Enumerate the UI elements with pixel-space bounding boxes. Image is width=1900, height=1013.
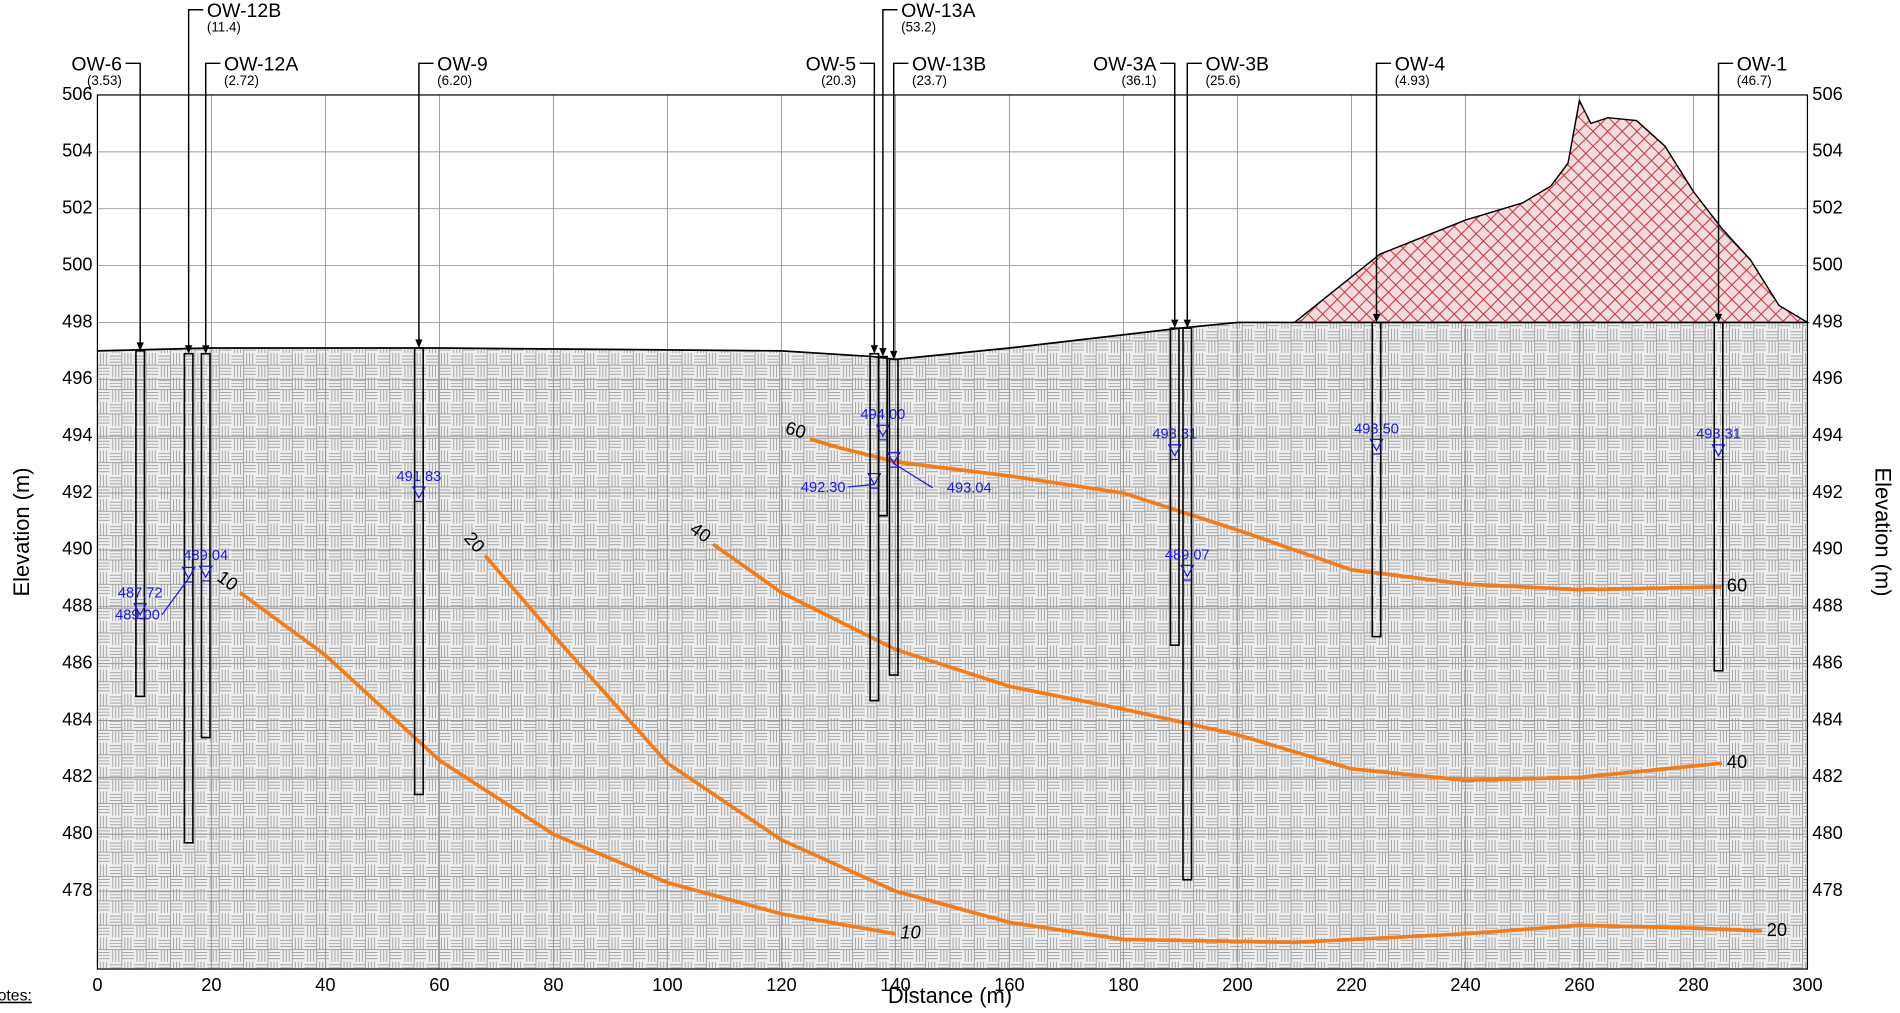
x-tick-label: 160: [994, 974, 1024, 995]
y-tick-label: 492: [62, 481, 92, 502]
y-tick-label: 498: [62, 310, 92, 331]
well-reading: (6.20): [437, 73, 472, 88]
x-tick-label: 100: [652, 974, 682, 995]
contour-label: 10: [900, 922, 920, 943]
y-tick-label: 494: [62, 424, 92, 445]
water-level-label: 487.72: [118, 586, 163, 602]
x-tick-label: 300: [1792, 974, 1822, 995]
well-reading: (20.3): [821, 73, 856, 88]
well-reading: (4.93): [1395, 73, 1430, 88]
well-reading: (3.53): [87, 73, 122, 88]
y-tick-label: 500: [62, 253, 92, 274]
y-tick-label: 490: [62, 538, 92, 559]
y2-tick-label: 488: [1812, 595, 1842, 616]
well-reading: (2.72): [224, 73, 259, 88]
water-level-label: 492.30: [801, 480, 846, 496]
y-tick-label: 478: [62, 879, 92, 900]
y-tick-label: 502: [62, 197, 92, 218]
x-tick-label: 180: [1108, 974, 1138, 995]
water-level-label: 493.04: [947, 481, 992, 497]
y2-tick-label: 484: [1812, 708, 1842, 729]
y-axis-title: Elevation (m): [9, 467, 34, 596]
water-level-label: 489.07: [1165, 547, 1210, 563]
water-level-label: 493.31: [1696, 427, 1741, 443]
x-tick-label: 40: [315, 974, 335, 995]
x-tick-label: 260: [1564, 974, 1594, 995]
x-tick-label: 280: [1678, 974, 1708, 995]
well-reading: (23.7): [912, 73, 947, 88]
y2-axis-title: Elevation (m): [1871, 467, 1896, 596]
y2-tick-label: 492: [1812, 481, 1842, 502]
y2-tick-label: 500: [1812, 253, 1842, 274]
y2-tick-label: 486: [1812, 651, 1842, 672]
x-tick-label: 120: [766, 974, 796, 995]
y2-tick-label: 490: [1812, 538, 1842, 559]
y2-tick-label: 498: [1812, 310, 1842, 331]
water-level-label: 489.00: [115, 608, 160, 624]
contour-label: 20: [1767, 919, 1787, 940]
x-tick-label: 200: [1222, 974, 1252, 995]
y-tick-label: 504: [62, 140, 92, 161]
water-level-label: 493.31: [1152, 427, 1197, 443]
contour-label: 40: [1727, 751, 1747, 772]
ground-fill: [97, 322, 1807, 969]
x-tick-label: 0: [92, 974, 102, 995]
water-level-label: 489.04: [183, 548, 228, 564]
y-tick-label: 484: [62, 708, 92, 729]
x-tick-label: 240: [1450, 974, 1480, 995]
y2-tick-label: 494: [1812, 424, 1842, 445]
y-tick-label: 496: [62, 367, 92, 388]
contour-label: 60: [1727, 575, 1747, 596]
page: {"chart_data": { "type": "cross-section"…: [0, 0, 1900, 1008]
y2-tick-label: 504: [1812, 140, 1842, 161]
y2-tick-label: 496: [1812, 367, 1842, 388]
y2-tick-label: 506: [1812, 83, 1842, 104]
x-tick-label: 80: [543, 974, 563, 995]
y-tick-label: 488: [62, 595, 92, 616]
y2-tick-label: 482: [1812, 765, 1842, 786]
y-tick-label: 486: [62, 651, 92, 672]
y2-tick-label: 502: [1812, 197, 1842, 218]
y-tick-label: 480: [62, 822, 92, 843]
chart: Distance (m) Elevation (m) Elevation (m)…: [0, 0, 1900, 1008]
y2-tick-label: 478: [1812, 879, 1842, 900]
well-reading: (11.4): [207, 20, 241, 35]
notes-title: otes:: [0, 988, 32, 1005]
y2-tick-label: 480: [1812, 822, 1842, 843]
water-level-label: 491.83: [397, 469, 442, 485]
x-tick-label: 60: [429, 974, 449, 995]
well-reading: (46.7): [1737, 73, 1772, 88]
well-reading: (25.6): [1206, 73, 1241, 88]
x-tick-label: 220: [1336, 974, 1366, 995]
well-reading: (53.2): [901, 20, 936, 35]
y-tick-label: 482: [62, 765, 92, 786]
water-level-label: 493.50: [1354, 421, 1399, 437]
well-reading: (36.1): [1122, 73, 1157, 88]
x-tick-label: 140: [880, 974, 910, 995]
x-tick-label: 20: [201, 974, 221, 995]
